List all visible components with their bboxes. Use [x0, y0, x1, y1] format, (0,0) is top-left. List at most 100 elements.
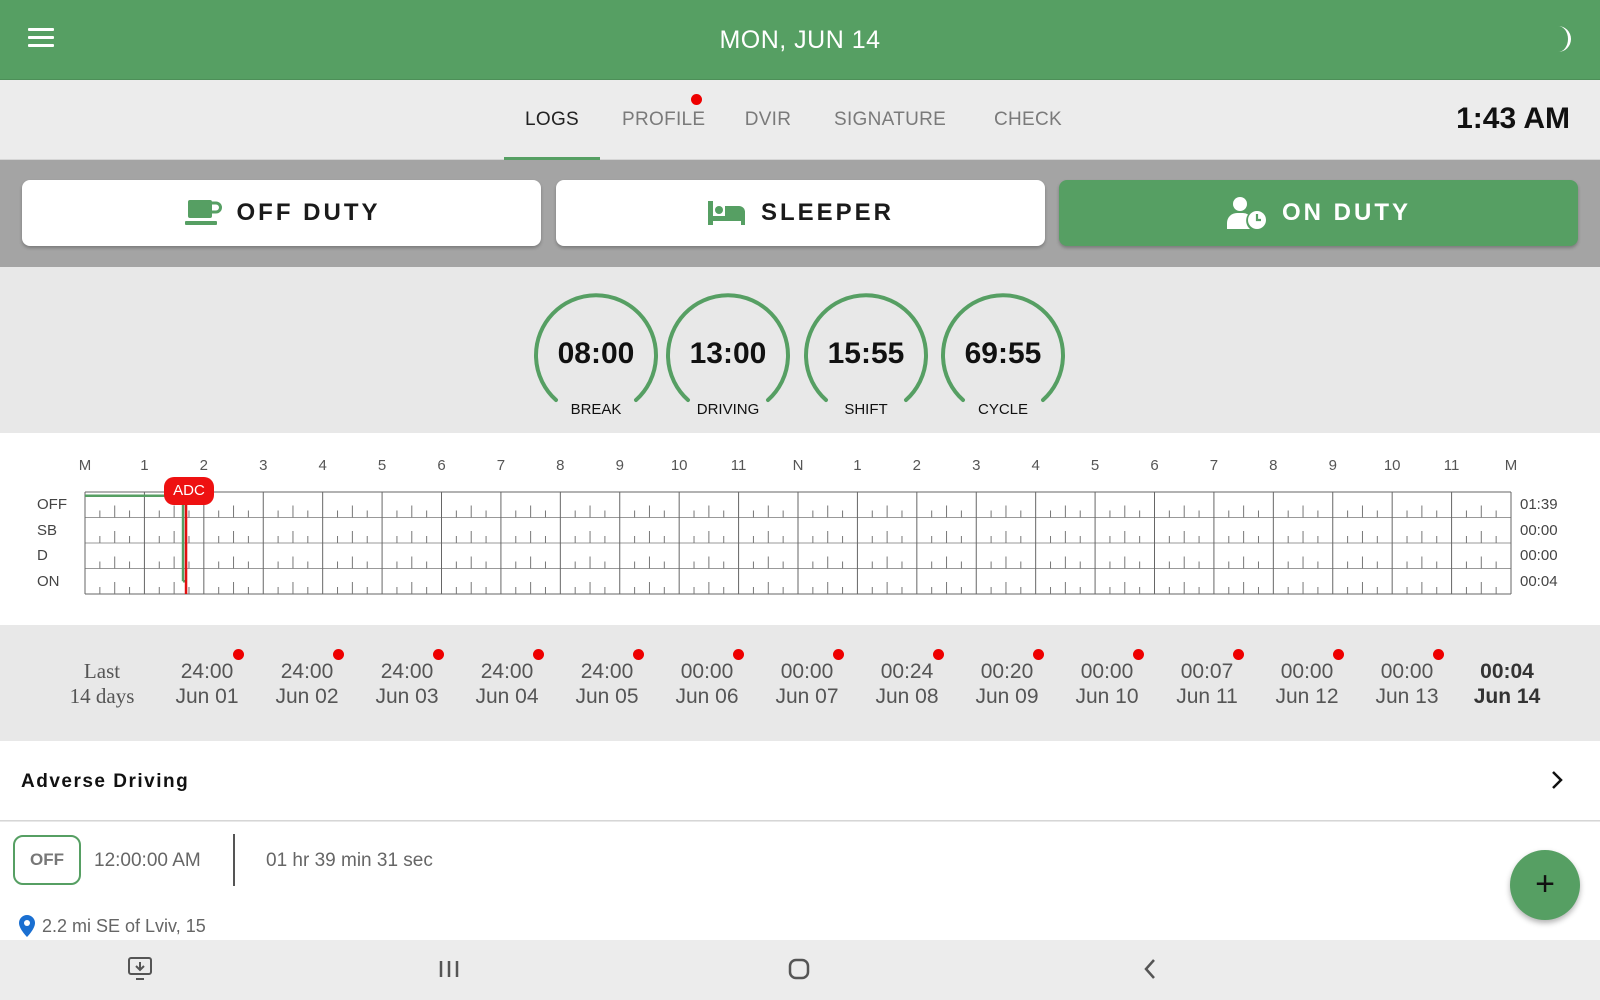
history-day-hours: 24:00: [280, 660, 334, 683]
history-day-date: Jun 04: [475, 685, 539, 708]
hour-label: 4: [1031, 457, 1040, 474]
log-event[interactable]: OFF 12:00:00 AM 01 hr 39 min 31 sec 2.2 …: [0, 822, 1600, 940]
on-duty-button[interactable]: ON DUTY: [1059, 180, 1578, 246]
history-day[interactable]: 24:00 Jun 05: [562, 649, 652, 709]
menu-icon[interactable]: [28, 28, 56, 52]
history-day-hours: 00:20: [980, 660, 1034, 683]
cycle-value: 69:55: [964, 337, 1042, 370]
history-day[interactable]: 24:00 Jun 01: [162, 649, 252, 709]
history-day-hours: 00:00: [680, 660, 734, 683]
hour-label: M: [78, 457, 92, 474]
cycle-label: CYCLE: [977, 401, 1029, 418]
moon-icon[interactable]: [1538, 22, 1572, 56]
history-day[interactable]: 00:07 Jun 11: [1162, 649, 1252, 709]
violation-dot: [633, 649, 644, 660]
history-day-date: Jun 06: [675, 685, 739, 708]
row-label-off: OFF: [37, 496, 67, 513]
history-day[interactable]: 00:00 Jun 10: [1062, 649, 1152, 709]
history-day-hours: 00:00: [1280, 660, 1334, 683]
hour-label: 3: [972, 457, 981, 474]
notification-dot: [691, 94, 702, 105]
screenshot-icon[interactable]: [126, 955, 154, 983]
tab-profile[interactable]: PROFILE: [622, 80, 705, 160]
row-label-sb: SB: [37, 522, 58, 539]
log-grid: [84, 490, 1512, 595]
off-duty-button[interactable]: OFF DUTY: [22, 180, 541, 246]
tab-bar: LOGS PROFILE DVIR SIGNATURE CHECK IN: [0, 80, 1600, 210]
violation-dot: [333, 649, 344, 660]
event-location: 2.2 mi SE of Lviv, 15: [18, 914, 206, 938]
event-divider: [233, 834, 235, 886]
current-time: 1:43 AM: [1456, 102, 1570, 135]
break-gauge: 08:00 BREAK: [533, 293, 659, 419]
history-day-date: Jun 12: [1275, 685, 1339, 708]
hour-label: 9: [615, 457, 624, 474]
hour-label: 10: [1383, 457, 1401, 474]
adverse-driving-row[interactable]: Adverse Driving: [0, 741, 1600, 821]
row-label-on: ON: [37, 573, 60, 590]
tab-check-in[interactable]: CHECK IN: [993, 109, 1062, 210]
hour-label: 4: [318, 457, 327, 474]
violation-dot: [1133, 649, 1144, 660]
violation-dot: [433, 649, 444, 660]
violation-dot: [1033, 649, 1044, 660]
violation-dot: [533, 649, 544, 660]
history-day-date: Jun 07: [775, 685, 839, 708]
tab-dvir[interactable]: DVIR: [744, 109, 792, 130]
hour-label: 2: [912, 457, 921, 474]
hour-label: 7: [1209, 457, 1219, 474]
system-nav-bar: [0, 940, 1600, 1000]
violation-dot: [1333, 649, 1344, 660]
tab-logs[interactable]: LOGS: [504, 80, 600, 160]
row-total-sb: 00:00: [1520, 522, 1558, 539]
coffee-cup-icon: [184, 200, 222, 225]
recap-history: Last 14 days 24:00 Jun 01 24:00 Jun 02 24:00…: [0, 625, 1600, 741]
driving-value: 13:00: [689, 337, 767, 370]
history-day-date: Jun 14: [1473, 685, 1541, 708]
hour-label: 6: [437, 457, 446, 474]
adc-marker[interactable]: ADC: [164, 477, 214, 505]
history-day[interactable]: 00:24 Jun 08: [862, 649, 952, 709]
history-day-date: Jun 09: [975, 685, 1039, 708]
driver-clock-icon: [1227, 197, 1266, 229]
app-bar: MON, JUN 14: [0, 0, 1600, 80]
history-day[interactable]: 00:00 Jun 12: [1262, 649, 1352, 709]
driving-gauge: 13:00 DRIVING: [665, 293, 791, 419]
history-day-hours: 00:04: [1480, 660, 1534, 683]
shift-gauge: 15:55 SHIFT: [803, 293, 929, 419]
sleeper-button[interactable]: SLEEPER: [556, 180, 1045, 246]
event-location-text: 2.2 mi SE of Lviv, 15: [42, 915, 206, 936]
history-day[interactable]: 24:00 Jun 04: [462, 649, 552, 709]
history-day[interactable]: 00:00 Jun 06: [662, 649, 752, 709]
hour-label: M: [1504, 457, 1518, 474]
break-label: BREAK: [570, 401, 622, 418]
history-label: Last 14 days: [69, 659, 135, 708]
row-label-d: D: [37, 547, 48, 564]
history-day[interactable]: 24:00 Jun 03: [362, 649, 452, 709]
hour-label: 1: [140, 457, 149, 474]
history-day[interactable]: 00:00 Jun 07: [762, 649, 852, 709]
history-day-date: Jun 13: [1375, 685, 1439, 708]
history-day-hours: 00:00: [1380, 660, 1434, 683]
hour-label: 1: [853, 457, 862, 474]
tab-signature[interactable]: SIGNATURE: [834, 109, 947, 130]
back-icon[interactable]: [1140, 955, 1160, 983]
duty-status-bar: OFF DUTY SLEEPER ON DUTY: [0, 160, 1600, 267]
history-day[interactable]: 00:00 Jun 13: [1362, 649, 1452, 709]
log-graph[interactable]: OFF SB D ON 01:39 00:00 00:00 00:04 ADC …: [0, 433, 1600, 625]
history-day[interactable]: 00:20 Jun 09: [962, 649, 1052, 709]
add-event-button[interactable]: +: [1510, 850, 1580, 920]
hour-label: 7: [496, 457, 506, 474]
history-day-date: Jun 11: [1176, 685, 1238, 708]
violation-dot: [833, 649, 844, 660]
home-icon[interactable]: [786, 955, 812, 983]
history-day[interactable]: 00:04 Jun 14: [1462, 659, 1552, 709]
history-day-hours: 24:00: [480, 660, 534, 683]
history-day-date: Jun 03: [375, 685, 439, 708]
hour-label: 8: [556, 457, 565, 474]
history-day-hours: 00:00: [1080, 660, 1134, 683]
history-day[interactable]: 24:00 Jun 02: [262, 649, 352, 709]
history-day-date: Jun 10: [1075, 685, 1139, 708]
recent-apps-icon[interactable]: [436, 955, 462, 983]
hour-label: 2: [199, 457, 208, 474]
